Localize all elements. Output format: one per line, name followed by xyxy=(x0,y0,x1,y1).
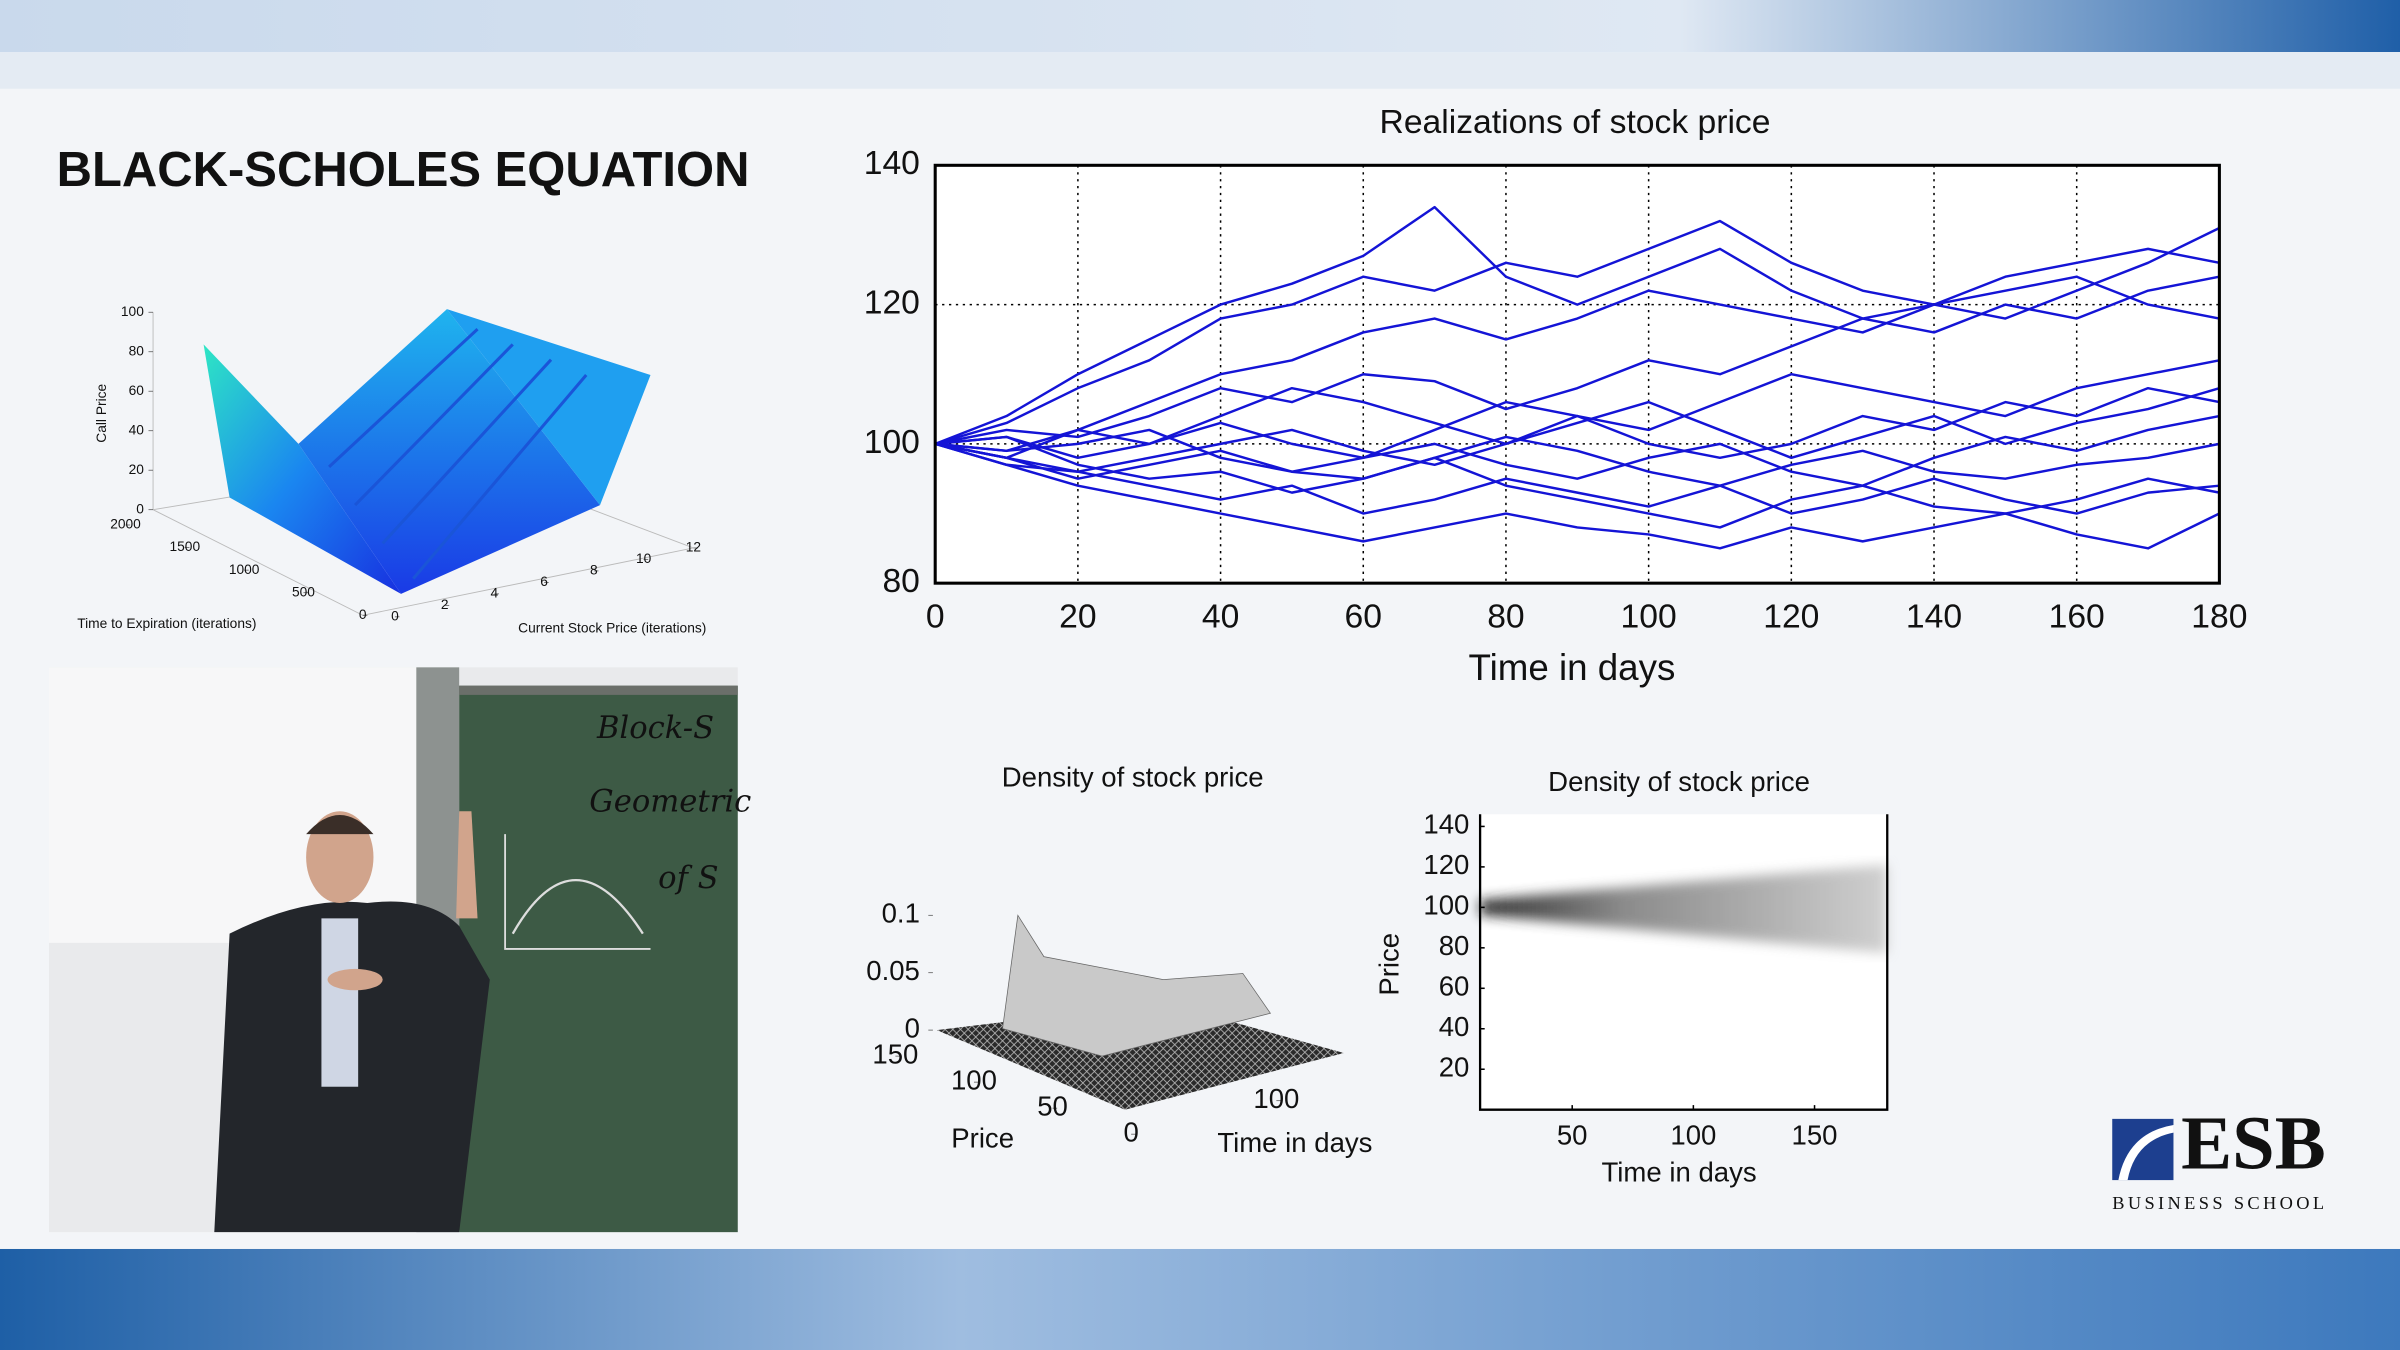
x-axis-label: Time to Expiration (iterations) xyxy=(77,616,256,631)
top-band xyxy=(0,0,2400,53)
price-path xyxy=(934,386,2220,473)
x-tick-label: 140 xyxy=(1906,598,1962,635)
x-tick-label: 50 xyxy=(1557,1120,1588,1151)
z-tick-label: 60 xyxy=(129,383,145,398)
logo-tagline: BUSINESS SCHOOL xyxy=(2112,1193,2327,1213)
y-tick-label: 8 xyxy=(590,563,598,578)
y-tick-label: 12 xyxy=(686,540,701,555)
x-axis-label: Time in days xyxy=(1469,647,1676,688)
price-path xyxy=(934,414,2220,487)
x-tick-label: 80 xyxy=(1487,598,1524,635)
y-axis-label: Price xyxy=(1374,933,1405,996)
plot-frame xyxy=(1478,814,1889,1111)
y-axis-label: Price xyxy=(951,1123,1014,1154)
price-path xyxy=(934,205,2220,446)
x-tick-label: 1500 xyxy=(170,539,201,554)
lecture-photo: Block-S Geometric of S xyxy=(48,667,751,1233)
x-tick-label: 120 xyxy=(1763,598,1819,635)
slide-title: BLACK-SCHOLES EQUATION xyxy=(57,143,750,197)
density-shade xyxy=(1480,864,1888,954)
y-tick-label: 100 xyxy=(864,424,920,461)
chart-title: Density of stock price xyxy=(1002,761,1264,792)
x-tick-label: 0 xyxy=(926,598,945,635)
z-axis-label: Call Price xyxy=(94,383,109,442)
x-tick-label: 100 xyxy=(1253,1083,1299,1114)
z-tick-label: 0.05 xyxy=(866,955,920,986)
y-tick-label: 80 xyxy=(1439,930,1470,961)
x-tick-label: 150 xyxy=(1792,1120,1838,1151)
y-tick-label: 80 xyxy=(882,563,919,600)
x-tick-label: 1000 xyxy=(229,562,260,577)
plot-area xyxy=(1480,814,1888,1110)
chart-title: Density of stock price xyxy=(1548,766,1810,797)
x-tick-label: 2000 xyxy=(110,517,141,532)
board-text: Geometric xyxy=(589,785,751,820)
x-tick-label: 0 xyxy=(359,607,367,622)
z-tick-label: 20 xyxy=(129,462,145,477)
z-tick-label: 40 xyxy=(129,422,145,437)
y-tick-label: 0 xyxy=(1123,1116,1138,1147)
y-tick-label: 100 xyxy=(1423,890,1469,921)
z-tick-label: 100 xyxy=(121,304,144,319)
y-tick-label: 140 xyxy=(1423,809,1469,840)
y-tick-label: 150 xyxy=(872,1038,918,1069)
plot-frame xyxy=(933,163,2221,585)
x-axis-label: Time in days xyxy=(1602,1156,1757,1187)
price-path xyxy=(935,428,2220,487)
y-tick-label: 4 xyxy=(491,586,499,601)
price-path xyxy=(934,219,2220,446)
y-tick-label: 100 xyxy=(951,1064,997,1095)
y-tick-label: 40 xyxy=(1439,1011,1470,1042)
call-price-surface xyxy=(152,309,694,616)
chart-title: Realizations of stock price xyxy=(1380,104,1771,141)
x-tick-label: 160 xyxy=(2049,598,2105,635)
x-tick-label: 60 xyxy=(1345,598,1382,635)
x-tick-label: 500 xyxy=(292,584,315,599)
price-path xyxy=(934,275,2220,446)
x-tick-label: 180 xyxy=(2191,598,2247,635)
price-path xyxy=(935,435,2220,529)
z-tick-label: 80 xyxy=(129,343,145,358)
y-tick-label: 120 xyxy=(864,284,920,321)
y-axis-label: Current Stock Price (iterations) xyxy=(518,621,706,636)
x-tick-label: 100 xyxy=(1621,598,1677,635)
x-tick-label: 40 xyxy=(1202,598,1239,635)
top-band-light xyxy=(0,52,2400,89)
y-tick-label: 120 xyxy=(1423,849,1469,880)
x-tick-label: 100 xyxy=(1670,1120,1716,1151)
y-tick-label: 10 xyxy=(636,551,652,566)
price-path xyxy=(934,247,2220,460)
z-tick-label: 0 xyxy=(136,501,144,516)
bottom-band xyxy=(0,1248,2400,1350)
z-tick-label: 0.1 xyxy=(882,898,920,929)
y-tick-label: 60 xyxy=(1439,971,1470,1002)
y-tick-label: 6 xyxy=(540,574,548,589)
density-band xyxy=(1480,864,1888,954)
price-path xyxy=(934,442,2220,515)
y-tick-label: 50 xyxy=(1037,1090,1068,1121)
price-path xyxy=(935,386,2220,460)
board-text: Block-S xyxy=(596,711,714,746)
logo: ESB BUSINESS SCHOOL xyxy=(2112,1101,2327,1213)
y-tick-label: 20 xyxy=(1439,1052,1470,1083)
logo-name: ESB xyxy=(2181,1101,2326,1186)
board-text: of S xyxy=(658,861,718,896)
y-tick-label: 0 xyxy=(391,608,399,623)
y-tick-label: 2 xyxy=(441,597,449,612)
z-tick-label: 0 xyxy=(905,1012,920,1043)
density-surface xyxy=(936,914,1344,1110)
x-axis-label: Time in days xyxy=(1217,1127,1372,1158)
x-tick-label: 20 xyxy=(1059,598,1096,635)
y-tick-label: 140 xyxy=(864,145,920,182)
